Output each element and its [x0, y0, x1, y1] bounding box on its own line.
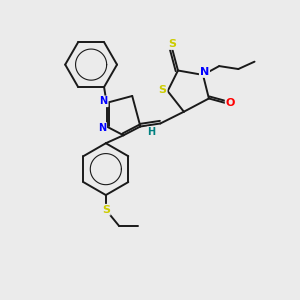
Text: N: N [98, 123, 106, 133]
Text: N: N [100, 96, 108, 106]
Text: N: N [200, 67, 209, 77]
Text: S: S [159, 85, 167, 94]
Text: H: H [147, 127, 155, 137]
Text: S: S [168, 39, 176, 49]
Text: S: S [102, 205, 110, 215]
Text: O: O [226, 98, 235, 108]
